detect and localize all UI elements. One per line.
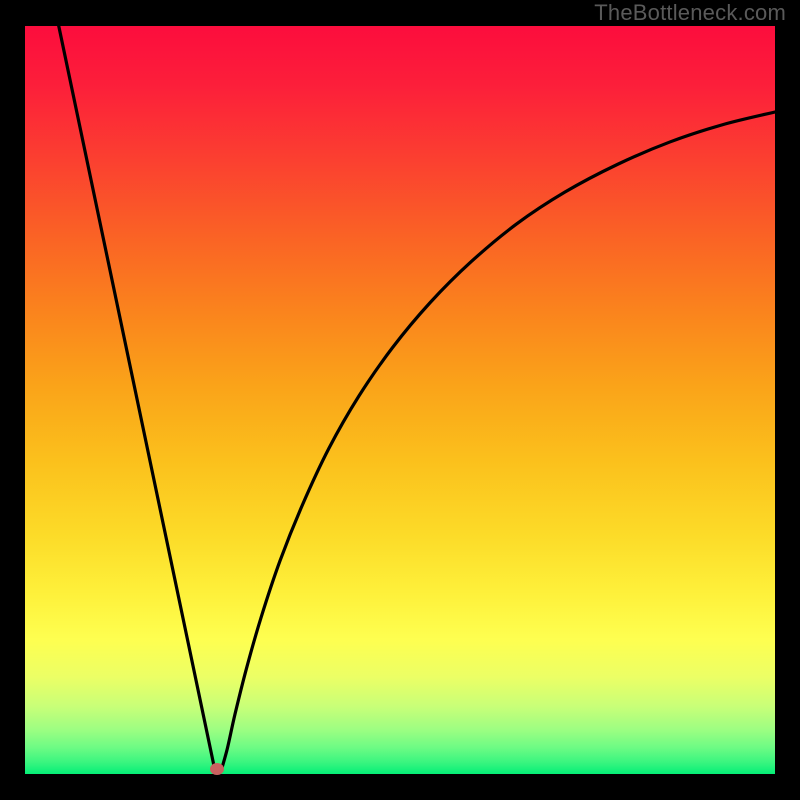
watermark-text: TheBottleneck.com (594, 0, 786, 26)
optimum-marker (210, 763, 224, 775)
bottleneck-curve (25, 26, 775, 774)
chart-plot-area (25, 26, 775, 774)
